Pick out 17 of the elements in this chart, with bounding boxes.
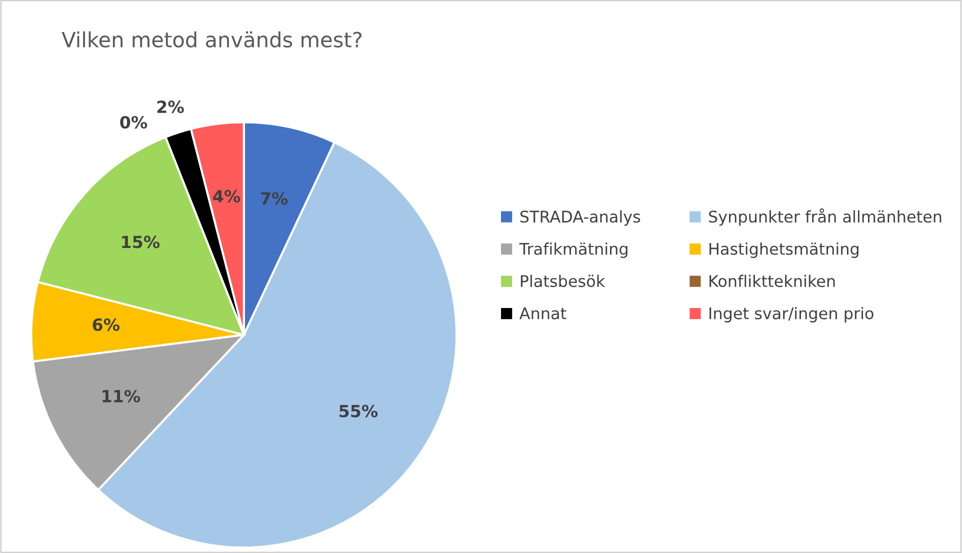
legend-label: Synpunkter från allmänheten — [709, 208, 942, 226]
data-label: 6% — [92, 318, 120, 331]
data-label: 11% — [102, 390, 140, 402]
data-label: 55% — [340, 404, 378, 418]
data-label: 7% — [260, 192, 288, 205]
data-label: 15% — [122, 236, 160, 248]
text: 0% — [120, 116, 148, 129]
chart-title: Vilken metod används mest? — [62, 31, 362, 48]
legend-label: Hastighetsmätning — [710, 242, 858, 258]
data-label: 2% — [157, 100, 184, 114]
legend-label: Inget svar/ingen prio — [710, 307, 874, 322]
legend-label: STRADA-analys — [520, 210, 640, 226]
legend-label: Platsbesök — [520, 274, 606, 288]
data-label: 4% — [213, 190, 240, 203]
legend-label: Konflikttekniken — [710, 274, 835, 288]
legend-label: Annat — [519, 307, 566, 320]
legend-label: Trafikmätning — [519, 242, 628, 258]
